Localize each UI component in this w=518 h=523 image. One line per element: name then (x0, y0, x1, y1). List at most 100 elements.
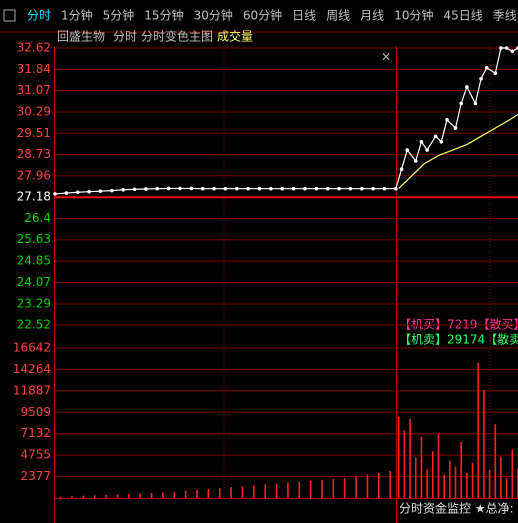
price-point (445, 118, 449, 122)
price-point (425, 148, 429, 152)
tab[interactable]: 季线 (493, 9, 517, 23)
price-point (499, 46, 503, 50)
volume-bar (93, 495, 96, 498)
toolbar (0, 0, 518, 32)
sub-chart-name: 成交量 (217, 29, 253, 44)
price-point (64, 191, 69, 195)
y-tick-label: 27.18 (17, 190, 51, 204)
volume-bar (128, 493, 130, 498)
tab[interactable]: 10分钟 (394, 8, 433, 23)
y-tick-label: 25.63 (17, 232, 51, 246)
volume-bar (420, 436, 423, 498)
tab[interactable]: 5分钟 (103, 8, 135, 23)
volume-bar (116, 494, 119, 498)
volume-bar (207, 488, 210, 498)
price-point (303, 186, 307, 191)
price-point (200, 186, 205, 191)
volume-bar (449, 461, 451, 498)
y-tick-label: 31.07 (17, 83, 51, 97)
price-point (504, 46, 509, 50)
price-point (359, 186, 364, 191)
price-point (246, 186, 250, 191)
y-tick-label: 16642 (13, 341, 51, 355)
volume-bar (477, 362, 480, 498)
volume-bar (389, 470, 391, 498)
volume-bar (298, 481, 301, 498)
tab[interactable]: 1分钟 (61, 8, 93, 23)
y-tick-label: 32.62 (17, 41, 51, 55)
tab[interactable]: 15分钟 (144, 8, 183, 23)
volume-bar (321, 479, 323, 498)
price-point (223, 186, 228, 191)
price-point (399, 167, 404, 172)
price-point (189, 186, 194, 191)
y-tick-label: 4755 (20, 448, 51, 462)
price-point (337, 186, 341, 191)
tab[interactable]: 60分钟 (243, 8, 282, 23)
volume-bar (173, 491, 176, 498)
y-tick-label: 11887 (13, 383, 51, 397)
y-tick-label: 22.52 (17, 318, 51, 332)
y-tick-label: 14264 (13, 362, 51, 376)
volume-bar (466, 472, 468, 498)
price-point (132, 187, 137, 192)
price-point (394, 186, 398, 191)
price-point (155, 186, 160, 191)
volume-bar (184, 490, 187, 498)
volume-bar (494, 424, 497, 498)
volume-bar (230, 487, 232, 498)
price-point (419, 139, 424, 144)
tab[interactable]: 分时 (27, 9, 51, 23)
volume-bar (378, 472, 380, 498)
stock-name: 回盛生物 (57, 29, 105, 44)
volume-bar (414, 457, 417, 498)
volume-bar (59, 496, 62, 498)
y-tick-label: 30.29 (17, 104, 51, 118)
y-tick-label: 23.29 (17, 296, 51, 310)
price-point (510, 49, 515, 54)
price-line (398, 113, 518, 189)
indicator-sell: 【机卖】29174【散卖】 (399, 332, 518, 347)
volume-bar (366, 474, 369, 498)
volume-bar (471, 462, 474, 498)
volume-bar (105, 494, 107, 498)
volume-bar (460, 442, 462, 498)
tab[interactable]: 日线 (292, 9, 316, 23)
volume-bar (71, 496, 73, 498)
y-tick-label: 24.07 (17, 275, 51, 289)
tab[interactable]: 周线 (326, 9, 350, 23)
y-tick-label: 24.85 (17, 254, 51, 268)
price-point (98, 189, 103, 193)
volume-bar (241, 486, 244, 498)
tab[interactable]: 45日线 (443, 9, 482, 23)
tab[interactable]: 月线 (360, 9, 384, 23)
close-button[interactable]: × (381, 50, 391, 64)
price-point (348, 186, 353, 191)
volume-bar (309, 480, 312, 498)
tab-bar: 分时1分钟5分钟15分钟30分钟60分钟日线周线月线10分钟45日线季线年线 (27, 8, 517, 23)
price-point (465, 85, 469, 89)
volume-bar (139, 493, 142, 498)
mode: 分时 (113, 30, 137, 44)
indicator-buy: 【机买】7219【散买】 (399, 317, 518, 332)
price-point (405, 148, 410, 152)
volume-bar (196, 489, 198, 498)
price-point (75, 190, 80, 195)
volume-bar (409, 418, 411, 498)
price-point (53, 192, 57, 196)
price-point (453, 126, 458, 130)
y-tick-label: 9509 (20, 405, 51, 419)
volume-bar (437, 434, 440, 498)
price-point (459, 101, 463, 106)
price-point (493, 71, 498, 76)
price-point (269, 186, 273, 191)
tab[interactable]: 30分钟 (194, 8, 233, 23)
y-tick-label: 26.4 (24, 211, 51, 225)
volume-bar (483, 389, 485, 498)
price-point (121, 187, 125, 192)
y-tick-label: 31.84 (17, 62, 51, 76)
volume-bar (454, 466, 457, 498)
price-point (291, 186, 296, 191)
y-tick-label: 27.96 (17, 168, 51, 182)
volume-bar (150, 493, 153, 498)
